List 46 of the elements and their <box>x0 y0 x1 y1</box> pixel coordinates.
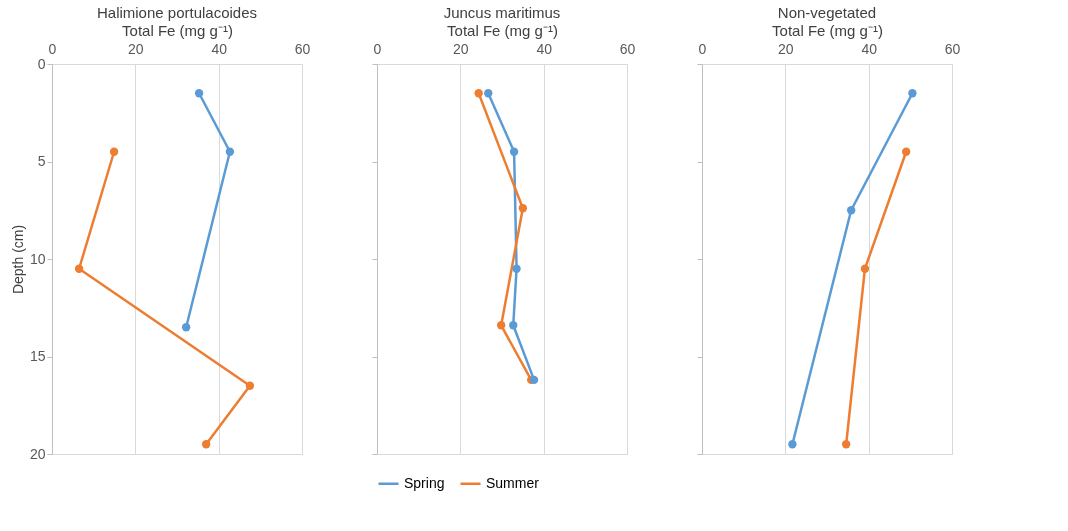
point <box>194 89 204 98</box>
point <box>74 264 84 273</box>
x-tick-label: 0 <box>48 40 57 57</box>
point <box>841 440 851 449</box>
point <box>225 147 235 156</box>
point <box>181 323 191 332</box>
x-tick-label: 20 <box>778 40 794 57</box>
x-axis-title: Total Fe (mg g⁻¹) <box>772 21 883 39</box>
point <box>484 89 493 98</box>
point <box>518 204 528 213</box>
point <box>846 206 856 215</box>
x-tick-label: 40 <box>211 40 228 57</box>
x-tick-label: 0 <box>373 40 382 57</box>
x-axis-title: Total Fe (mg g⁻¹) <box>447 21 558 39</box>
point <box>901 147 911 156</box>
x-tick-label: 60 <box>944 40 961 57</box>
chart-title: Halimione portulacoides <box>96 4 258 21</box>
legend-label: Spring <box>404 474 445 491</box>
y-tick-label: 5 <box>37 153 46 169</box>
y-tick-label: 10 <box>29 250 46 267</box>
point <box>908 89 917 98</box>
point <box>788 440 797 449</box>
x-tick-label: 40 <box>536 40 553 57</box>
point <box>860 264 870 273</box>
y-tick-label: 15 <box>29 348 46 364</box>
chart-title: Non-vegetated <box>777 4 877 21</box>
y-tick-label: 0 <box>37 55 46 72</box>
x-tick-label: 60 <box>294 40 311 57</box>
legend-label: Summer <box>486 474 540 491</box>
point <box>496 321 506 330</box>
point <box>109 147 119 156</box>
y-axis-title: Depth (cm) <box>9 224 26 295</box>
x-tick-label: 40 <box>861 40 878 57</box>
x-tick-label: 20 <box>453 40 469 57</box>
point <box>474 89 483 98</box>
x-axis-title: Total Fe (mg g⁻¹) <box>122 21 233 39</box>
point <box>201 440 211 449</box>
y-tick-label: 20 <box>29 445 46 462</box>
chart-title: Juncus maritimus <box>443 4 561 21</box>
x-tick-label: 60 <box>619 40 636 57</box>
point <box>509 147 519 156</box>
point <box>512 264 521 273</box>
point <box>245 381 255 390</box>
x-tick-label: 20 <box>128 40 144 57</box>
point <box>509 321 518 330</box>
x-tick-label: 0 <box>698 40 707 57</box>
